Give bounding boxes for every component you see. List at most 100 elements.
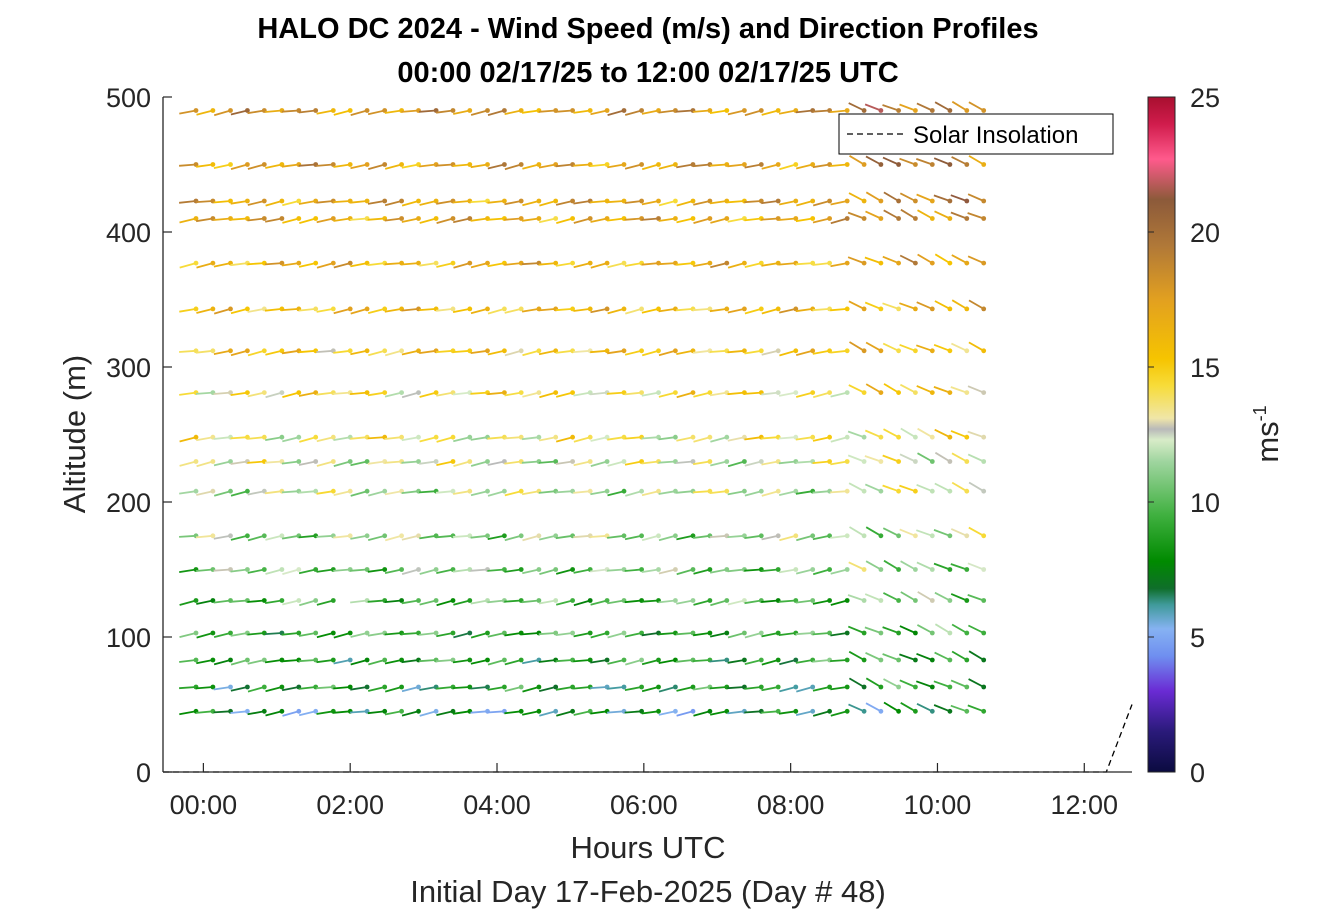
wind-barb-head [913, 459, 918, 464]
wind-barb-head [313, 598, 319, 603]
wind-barb-head [896, 216, 901, 221]
wind-barb-head [330, 162, 336, 167]
wind-barb-shaft [316, 308, 334, 313]
wind-barb-shaft [539, 710, 556, 717]
wind-barb-shaft [264, 460, 282, 464]
wind-barb-shaft [900, 208, 916, 220]
wind-barb-shaft [812, 262, 830, 266]
wind-barb-head [347, 488, 353, 494]
wind-barb-head [896, 348, 901, 354]
wind-barb-head [193, 630, 199, 636]
wind-barb-head [485, 260, 490, 266]
wind-barb-shaft [504, 632, 522, 637]
wind-barb-head [279, 198, 285, 204]
wind-barb-shaft [710, 262, 728, 269]
wind-barb-shaft [298, 163, 316, 167]
wind-barb-shaft [470, 217, 488, 222]
wind-barb-shaft [795, 659, 813, 664]
wind-barb-shaft [213, 632, 231, 638]
y-tick-label: 200 [106, 488, 151, 518]
wind-barb-shaft [693, 262, 711, 267]
wind-barb-shaft [487, 686, 505, 691]
wind-barb-shaft [435, 490, 454, 494]
wind-barb-shaft [435, 109, 454, 114]
wind-barb-head [861, 306, 867, 312]
wind-barb-shaft [350, 109, 368, 116]
wind-barb-shaft [538, 109, 556, 113]
wind-barb-shaft [641, 109, 659, 115]
wind-barb-shaft [316, 200, 334, 204]
wind-barb-head [913, 348, 918, 354]
wind-barb-shaft [522, 659, 540, 665]
wind-barb-head [210, 533, 216, 539]
wind-barb-head [964, 459, 970, 464]
wind-barb-shaft [316, 686, 334, 690]
wind-barb-shaft [538, 163, 556, 169]
wind-barb-shaft [830, 599, 848, 606]
wind-barb-shaft [487, 308, 505, 315]
wind-barb-shaft [917, 209, 933, 220]
wind-barb-head [399, 348, 404, 354]
x-tick-label: 04:00 [463, 790, 531, 820]
wind-barb-shaft [950, 593, 968, 602]
wind-barb-shaft [778, 632, 796, 636]
wind-barb-head [758, 533, 764, 539]
wind-barb-head [878, 657, 884, 663]
wind-barb-head [347, 306, 353, 312]
wind-barb-shaft [538, 262, 556, 266]
wind-barb-head [810, 567, 816, 572]
wind-barb-head [878, 390, 884, 395]
wind-barb-shaft [899, 192, 916, 202]
wind-barb-shaft [281, 686, 299, 692]
wind-barb-shaft [641, 490, 659, 497]
wind-barb-shaft [384, 632, 402, 636]
wind-barb-shaft [282, 710, 300, 717]
wind-barb-shaft [968, 526, 985, 537]
wind-barb-head [245, 390, 250, 395]
wind-barb-head [364, 108, 370, 113]
wind-barb-head [964, 162, 970, 167]
wind-barb-head [399, 216, 404, 221]
wind-barb-head [296, 434, 302, 440]
wind-barb-shaft [213, 599, 231, 604]
wind-barb-head [793, 708, 799, 714]
wind-barb-shaft [658, 262, 676, 266]
wind-barb-shaft [812, 710, 830, 717]
wind-barb-head [347, 533, 353, 539]
wind-barb-shaft [658, 632, 676, 636]
wind-barb-head [587, 108, 593, 113]
wind-barb-head [793, 306, 799, 312]
wind-barb-shaft [419, 599, 437, 606]
wind-barb-shaft [368, 659, 385, 666]
wind-barb-shaft [658, 109, 676, 114]
wind-barb-head [570, 260, 575, 266]
wind-barb-shaft [676, 460, 694, 464]
wind-barb-shaft [487, 599, 505, 604]
wind-barb-shaft [676, 163, 694, 169]
wind-barb-shaft [641, 217, 659, 221]
wind-barb-head [964, 306, 970, 312]
wind-barb-shaft [607, 436, 625, 441]
wind-barb-shaft [281, 109, 299, 113]
wind-barb-head [604, 630, 610, 636]
wind-barb-shaft [452, 163, 470, 167]
wind-barb-head [913, 598, 918, 603]
wind-barb-shaft [779, 163, 797, 171]
wind-barb-shaft [521, 217, 540, 222]
wind-barb-shaft [744, 436, 762, 441]
wind-barb-head [450, 598, 456, 603]
wind-barb-head [981, 598, 987, 603]
wind-barb-shaft [830, 262, 848, 268]
wind-barb-head [604, 459, 610, 464]
wind-barb-shaft [247, 391, 265, 398]
wind-barb-head [621, 162, 627, 167]
wind-barb-shaft [727, 163, 745, 168]
wind-barb-head [793, 657, 799, 663]
wind-barb-shaft [401, 710, 419, 717]
wind-barb-shaft [384, 217, 402, 222]
wind-barb-shaft [917, 427, 933, 438]
wind-barb-head [604, 162, 610, 167]
wind-barb-head [947, 630, 953, 636]
wind-barb-shaft [470, 568, 488, 572]
wind-barb-shaft [281, 659, 299, 663]
